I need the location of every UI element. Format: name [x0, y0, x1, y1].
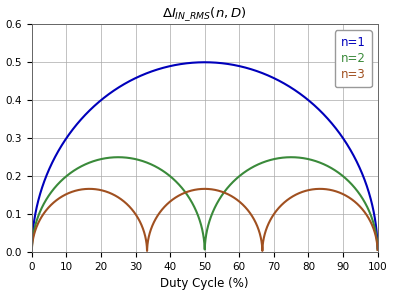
n=2 — [116, 155, 121, 159]
n=1 — [202, 60, 207, 64]
n=3 — [375, 248, 380, 252]
n=1 — [237, 64, 242, 68]
Line: n=2: n=2 — [32, 157, 378, 250]
Line: n=1: n=1 — [32, 62, 378, 248]
n=2 — [254, 163, 259, 167]
n=2 — [92, 159, 97, 163]
n=2 — [237, 174, 242, 178]
n=1 — [92, 104, 97, 107]
n=3 — [145, 249, 149, 253]
n=3 — [92, 187, 97, 191]
n=2 — [162, 170, 166, 173]
n=1 — [162, 66, 166, 69]
n=3 — [254, 223, 259, 227]
n=1 — [375, 247, 380, 250]
n=2 — [375, 248, 380, 251]
n=3 — [314, 187, 319, 191]
Title: $\Delta I_{IN\_RMS}(n,D)$: $\Delta I_{IN\_RMS}(n,D)$ — [162, 6, 247, 23]
n=3 — [237, 200, 242, 203]
n=2 — [314, 160, 319, 163]
n=2 — [288, 155, 292, 159]
n=1 — [314, 105, 319, 109]
Line: n=3: n=3 — [32, 189, 378, 251]
n=1 — [29, 247, 34, 250]
n=3 — [87, 187, 92, 191]
X-axis label: Duty Cycle (%): Duty Cycle (%) — [160, 277, 249, 290]
n=2 — [29, 248, 34, 251]
n=1 — [254, 69, 259, 73]
n=2 — [202, 248, 207, 251]
n=1 — [288, 85, 292, 89]
n=3 — [162, 205, 166, 209]
n=3 — [288, 196, 292, 200]
Legend: n=1, n=2, n=3: n=1, n=2, n=3 — [335, 30, 372, 87]
n=3 — [29, 248, 34, 252]
